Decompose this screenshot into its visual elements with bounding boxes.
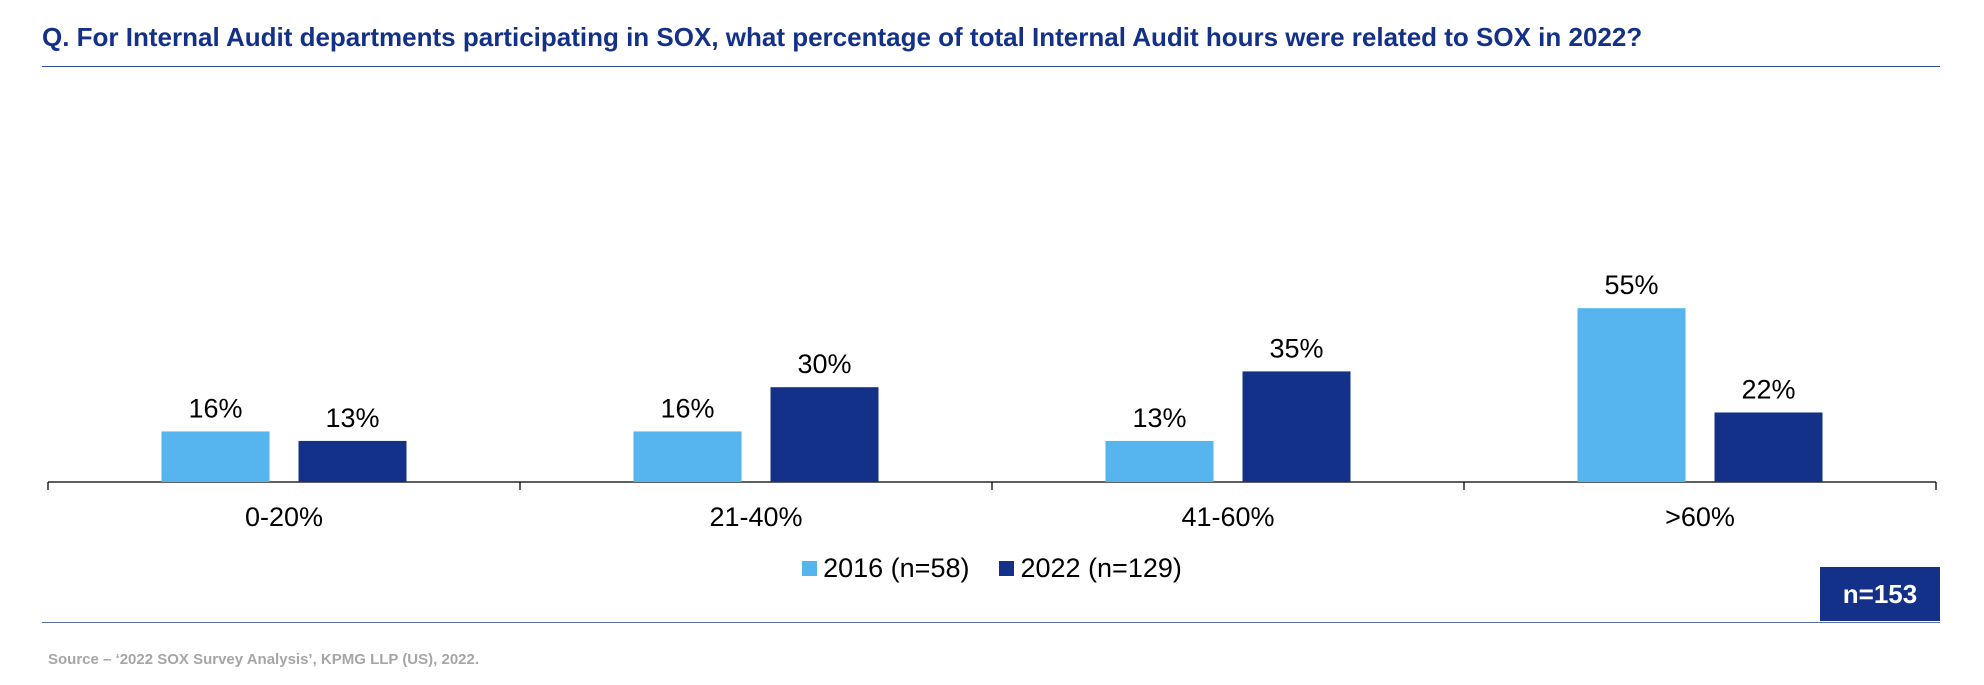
page-title: Q. For Internal Audit departments partic… [42, 22, 1643, 52]
x-tick-label: >60% [1665, 502, 1735, 532]
legend-label-2022: 2022 (n=129) [1020, 553, 1182, 583]
bar [1242, 371, 1351, 482]
data-label: 30% [797, 349, 851, 379]
bar [1577, 308, 1686, 482]
data-label: 13% [1132, 403, 1186, 433]
legend-item-2016: 2016 (n=58) [802, 553, 969, 584]
sample-size-badge: n=153 [1820, 567, 1940, 621]
chart-legend: 2016 (n=58) 2022 (n=129) [0, 553, 1984, 584]
source-note: Source – ‘2022 SOX Survey Analysis’, KPM… [48, 651, 480, 668]
bar [298, 440, 407, 482]
data-label: 16% [188, 393, 242, 423]
bar [161, 431, 270, 482]
legend-item-2022: 2022 (n=129) [999, 553, 1182, 584]
x-tick-label: 0-20% [245, 502, 323, 532]
bar [633, 431, 742, 482]
bar [1714, 412, 1823, 482]
title-divider [42, 66, 1940, 67]
bar [1105, 440, 1214, 482]
data-label: 16% [660, 393, 714, 423]
bar [770, 387, 879, 482]
footer-divider [42, 622, 1940, 623]
legend-label-2016: 2016 (n=58) [823, 553, 970, 583]
legend-swatch-2022 [999, 561, 1015, 576]
data-label: 22% [1741, 374, 1795, 404]
data-label: 13% [325, 403, 379, 433]
legend-swatch-2016 [802, 561, 818, 576]
x-tick-label: 21-40% [709, 502, 802, 532]
bar-chart: 16% 13% 0-20% 16% 30% 21-40% 13% 35% 41-60% 55% 22… [47, 270, 1937, 532]
data-label: 55% [1604, 270, 1658, 300]
x-tick-label: 41-60% [1181, 502, 1274, 532]
data-label: 35% [1269, 333, 1323, 363]
